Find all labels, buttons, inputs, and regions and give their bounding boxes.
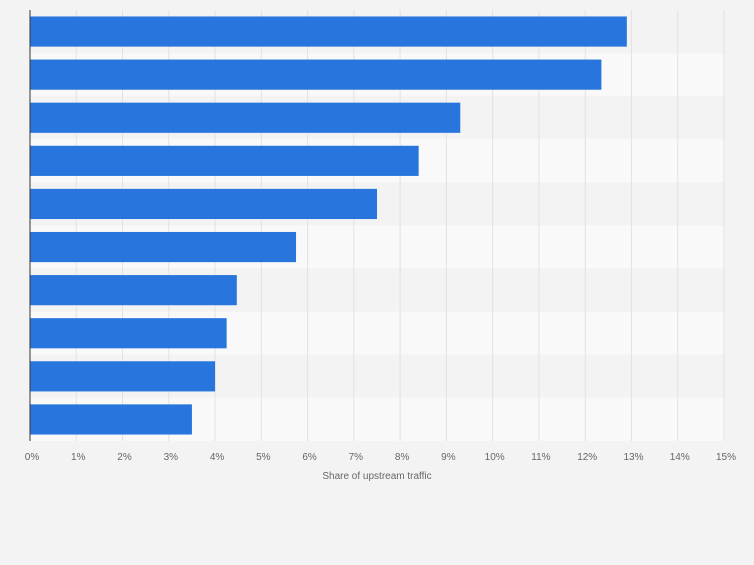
bar [30, 102, 461, 133]
x-tick-label: 9% [441, 452, 456, 463]
x-tick-label: 8% [395, 452, 410, 463]
x-tick-label: 2% [117, 452, 132, 463]
bar [30, 318, 227, 349]
x-tick-label: 4% [210, 452, 225, 463]
bar [30, 404, 192, 435]
bar [30, 16, 627, 47]
x-tick-label: 6% [302, 452, 317, 463]
x-tick-label: 5% [256, 452, 271, 463]
x-tick-label: 12% [577, 452, 597, 463]
x-tick-label: 1% [71, 452, 86, 463]
x-tick-label: 14% [670, 452, 690, 463]
bar [30, 231, 297, 263]
bar [30, 59, 602, 90]
bar [30, 188, 377, 220]
bar [30, 275, 237, 306]
x-tick-label: 13% [623, 452, 643, 463]
x-tick-label: 3% [164, 452, 179, 463]
bar [30, 361, 216, 392]
x-axis-title: Share of upstream traffic [322, 471, 431, 482]
bar [30, 145, 419, 176]
x-tick-label: 10% [485, 452, 505, 463]
x-tick-label: 0% [25, 452, 40, 463]
x-tick-labels: 0% 1% 2% 3% 4% 5% 6% 7% 8% 9% 10% 11% 12% 13% 14% 15% [25, 452, 736, 463]
x-tick-label: 7% [349, 452, 364, 463]
x-tick-label: 11% [531, 452, 550, 463]
x-tick-label: 15% [716, 452, 736, 463]
bars [30, 16, 627, 435]
